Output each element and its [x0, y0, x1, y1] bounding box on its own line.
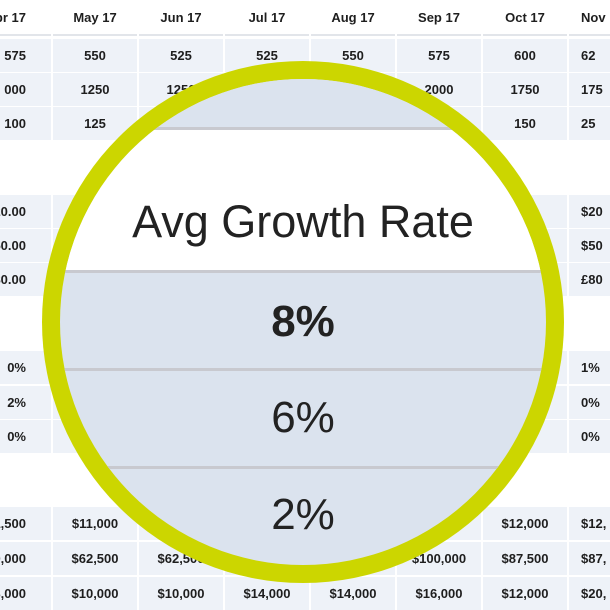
- table-cell[interactable]: 25: [569, 107, 610, 140]
- table-cell[interactable]: 0%: [0, 420, 51, 453]
- table-cell[interactable]: 1,500: [0, 507, 51, 540]
- column-header[interactable]: Jul 17: [225, 0, 309, 36]
- table-cell[interactable]: 000: [0, 73, 51, 106]
- table-cell[interactable]: $11,000: [53, 507, 137, 540]
- table-cell[interactable]: $16,000: [397, 577, 481, 610]
- magnifier-lens: Avg Growth Rate 8% 6% 2%: [60, 79, 546, 565]
- table-cell[interactable]: £80: [569, 263, 610, 296]
- column-header[interactable]: Aug 17: [311, 0, 395, 36]
- table-cell[interactable]: $12,000: [483, 507, 567, 540]
- table-cell[interactable]: 3,000: [0, 577, 51, 610]
- table-cell[interactable]: 0%: [569, 420, 610, 453]
- table-cell[interactable]: 80.00: [0, 263, 51, 296]
- table-cell[interactable]: $14,000: [311, 577, 395, 610]
- divider: [60, 368, 546, 371]
- avg-growth-rate-heading: Avg Growth Rate: [132, 196, 474, 247]
- table-cell[interactable]: $50: [569, 229, 610, 262]
- table-cell[interactable]: $10,000: [53, 577, 137, 610]
- table-cell[interactable]: 20.00: [0, 195, 51, 228]
- table-cell[interactable]: 100: [0, 107, 51, 140]
- growth-rate-value-1[interactable]: 8%: [271, 297, 335, 346]
- table-cell[interactable]: 50.00: [0, 229, 51, 262]
- table-cell[interactable]: $20,: [569, 577, 610, 610]
- divider: [60, 466, 546, 469]
- lens-header-band: [60, 79, 546, 128]
- growth-rate-value-3[interactable]: 2%: [271, 490, 335, 539]
- table-cell[interactable]: 2%: [0, 386, 51, 419]
- lens-title-band: [60, 130, 546, 270]
- table-cell[interactable]: 62: [569, 39, 610, 72]
- table-cell[interactable]: $20: [569, 195, 610, 228]
- table-cell[interactable]: 575: [397, 39, 481, 72]
- table-cell[interactable]: $87,: [569, 542, 610, 575]
- table-cell[interactable]: $10,000: [139, 577, 223, 610]
- table-cell[interactable]: $62,500: [53, 542, 137, 575]
- column-header[interactable]: Oct 17: [483, 0, 567, 36]
- divider: [60, 270, 546, 273]
- table-cell[interactable]: 0,000: [0, 542, 51, 575]
- growth-rate-value-2[interactable]: 6%: [271, 393, 335, 442]
- table-cell[interactable]: 575: [0, 39, 51, 72]
- table-cell[interactable]: $12,000: [483, 577, 567, 610]
- table-cell[interactable]: 1%: [569, 351, 610, 384]
- column-header[interactable]: Jun 17: [139, 0, 223, 36]
- table-cell[interactable]: 175: [569, 73, 610, 106]
- table-cell[interactable]: $87,500: [483, 542, 567, 575]
- table-cell[interactable]: $12,: [569, 507, 610, 540]
- column-header[interactable]: Nov: [569, 0, 610, 36]
- table-cell[interactable]: 550: [53, 39, 137, 72]
- divider: [60, 127, 546, 130]
- table-cell[interactable]: 600: [483, 39, 567, 72]
- table-cell[interactable]: 525: [139, 39, 223, 72]
- table-cell[interactable]: 0%: [569, 386, 610, 419]
- column-header[interactable]: May 17: [53, 0, 137, 36]
- column-header[interactable]: pr 17: [0, 0, 51, 36]
- column-header[interactable]: Sep 17: [397, 0, 481, 36]
- table-cell[interactable]: 0%: [0, 351, 51, 384]
